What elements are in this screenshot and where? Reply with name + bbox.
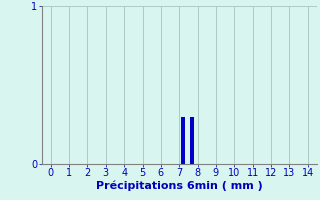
Bar <box>190 117 194 164</box>
X-axis label: Précipitations 6min ( mm ): Précipitations 6min ( mm ) <box>96 181 263 191</box>
Bar <box>181 117 185 164</box>
